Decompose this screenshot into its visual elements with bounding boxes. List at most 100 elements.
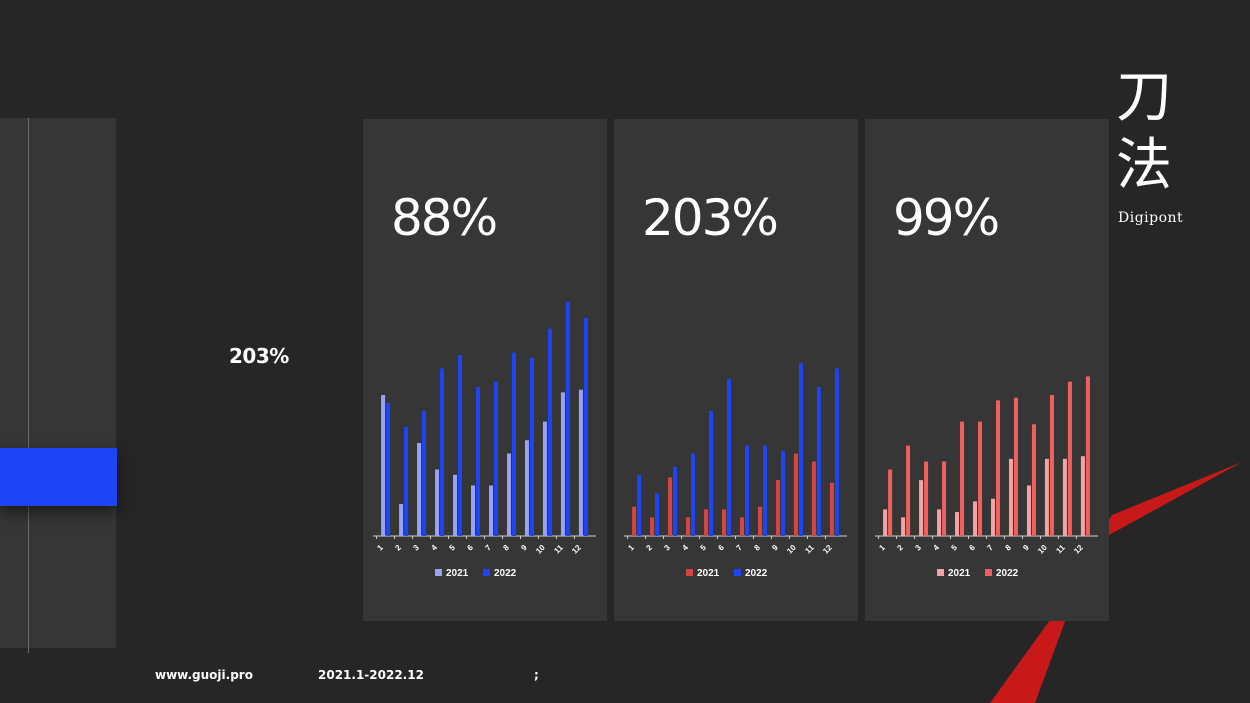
- bar-2022-5: [458, 355, 463, 536]
- x-tick-label: 12: [570, 543, 583, 556]
- legend-label-2022: 2022: [494, 568, 517, 579]
- bar-2022-9: [1031, 424, 1036, 536]
- bar-2021-3: [919, 480, 924, 536]
- bar-2021-10: [793, 453, 798, 536]
- bar-2022-7: [995, 400, 1000, 536]
- bar-2021-6: [973, 501, 978, 536]
- bar-2022-8: [1013, 397, 1018, 536]
- x-tick-label: 7: [483, 543, 493, 553]
- legend-swatch-2022: [985, 569, 992, 576]
- bar-2022-4: [942, 461, 947, 536]
- chart-card-2: 203% 1 2 3 4 5 6 7 8 9 10 11 12 2021 2022: [614, 119, 858, 621]
- bar-2021-3: [417, 442, 422, 536]
- bar-2022-8: [762, 445, 767, 536]
- x-tick-label: 1: [375, 543, 385, 553]
- bar-2021-4: [435, 469, 440, 536]
- x-tick-label: 4: [429, 543, 439, 553]
- bar-2022-10: [1049, 395, 1054, 536]
- bar-2021-9: [524, 440, 529, 536]
- bar-2021-5: [453, 474, 458, 536]
- x-tick-label: 5: [698, 543, 708, 553]
- x-tick-label: 11: [1054, 543, 1067, 556]
- brand-logo-english: Digipont: [1118, 210, 1184, 226]
- legend-swatch-2021: [435, 569, 442, 576]
- card-percentage: 88%: [391, 189, 498, 247]
- bar-2021-11: [811, 461, 816, 536]
- bar-2022-10: [547, 328, 552, 536]
- vertical-divider-line: [28, 118, 29, 653]
- legend-swatch-2021: [686, 569, 693, 576]
- bar-2021-6: [722, 509, 727, 536]
- bar-2022-2: [404, 426, 409, 536]
- x-tick-label: 8: [752, 543, 762, 553]
- bar-2022-3: [422, 410, 427, 536]
- bar-2021-7: [739, 517, 744, 536]
- bar-2022-3: [673, 466, 678, 536]
- left-side-panel: [0, 118, 116, 653]
- bar-2022-3: [924, 461, 929, 536]
- bar-2022-1: [888, 469, 893, 536]
- bar-2022-6: [476, 387, 481, 536]
- bar-2022-1: [637, 474, 642, 536]
- bar-2021-7: [488, 485, 493, 536]
- x-tick-label: 12: [1072, 543, 1085, 556]
- bar-2022-1: [386, 403, 391, 536]
- bar-2021-4: [686, 517, 691, 536]
- legend-label-2021: 2021: [446, 568, 469, 579]
- bar-2021-11: [560, 392, 565, 536]
- legend-swatch-2021: [937, 569, 944, 576]
- x-tick-label: 5: [447, 543, 457, 553]
- bar-2022-4: [440, 368, 445, 536]
- bar-2022-4: [691, 453, 696, 536]
- bar-2021-12: [1080, 456, 1085, 536]
- card-percentage: 203%: [642, 189, 779, 247]
- bar-2022-6: [727, 379, 732, 536]
- bar-2021-9: [1026, 485, 1031, 536]
- legend-label-2022: 2022: [745, 568, 768, 579]
- x-tick-label: 3: [913, 543, 923, 553]
- x-tick-label: 8: [501, 543, 511, 553]
- bar-2021-1: [883, 509, 888, 536]
- x-tick-label: 5: [949, 543, 959, 553]
- x-tick-label: 6: [716, 543, 726, 553]
- chart-card-3: 99% 1 2 3 4 5 6 7 8 9 10 11 12 2021 2022: [865, 119, 1109, 621]
- brand-logo-chinese: 刀 法: [1116, 64, 1180, 200]
- x-tick-label: 4: [680, 543, 690, 553]
- bar-2022-12: [1085, 376, 1090, 536]
- card-percentage: 99%: [893, 189, 1000, 247]
- bar-2022-2: [655, 493, 660, 536]
- bar-2022-5: [709, 410, 714, 536]
- bar-2021-5: [704, 509, 709, 536]
- footer-website[interactable]: www.guoji.pro: [155, 668, 253, 682]
- bar-2022-7: [744, 445, 749, 536]
- bar-2021-9: [775, 480, 780, 536]
- bar-2021-2: [901, 517, 906, 536]
- legend-swatch-2022: [734, 569, 741, 576]
- bar-2021-2: [399, 504, 404, 536]
- bar-2022-12: [834, 368, 839, 536]
- bar-2022-5: [960, 421, 965, 536]
- x-tick-label: 2: [895, 543, 905, 553]
- bar-2021-3: [668, 477, 673, 536]
- bar-2022-8: [511, 352, 516, 536]
- x-tick-label: 7: [734, 543, 744, 553]
- bar-2021-10: [1044, 458, 1049, 536]
- x-tick-label: 2: [393, 543, 403, 553]
- bar-2021-5: [955, 512, 960, 536]
- bar-2021-11: [1062, 458, 1067, 536]
- x-tick-label: 9: [1021, 543, 1031, 553]
- bar-2021-12: [578, 389, 583, 536]
- x-tick-label: 10: [1036, 543, 1049, 556]
- x-tick-label: 8: [1003, 543, 1013, 553]
- bar-2021-10: [542, 421, 547, 536]
- legend-label-2021: 2021: [948, 568, 971, 579]
- bar-2022-9: [529, 357, 534, 536]
- bar-2021-8: [506, 453, 511, 536]
- x-tick-label: 11: [552, 543, 565, 556]
- legend-swatch-2022: [483, 569, 490, 576]
- x-tick-label: 2: [644, 543, 654, 553]
- logo-char-1: 刀: [1116, 65, 1172, 130]
